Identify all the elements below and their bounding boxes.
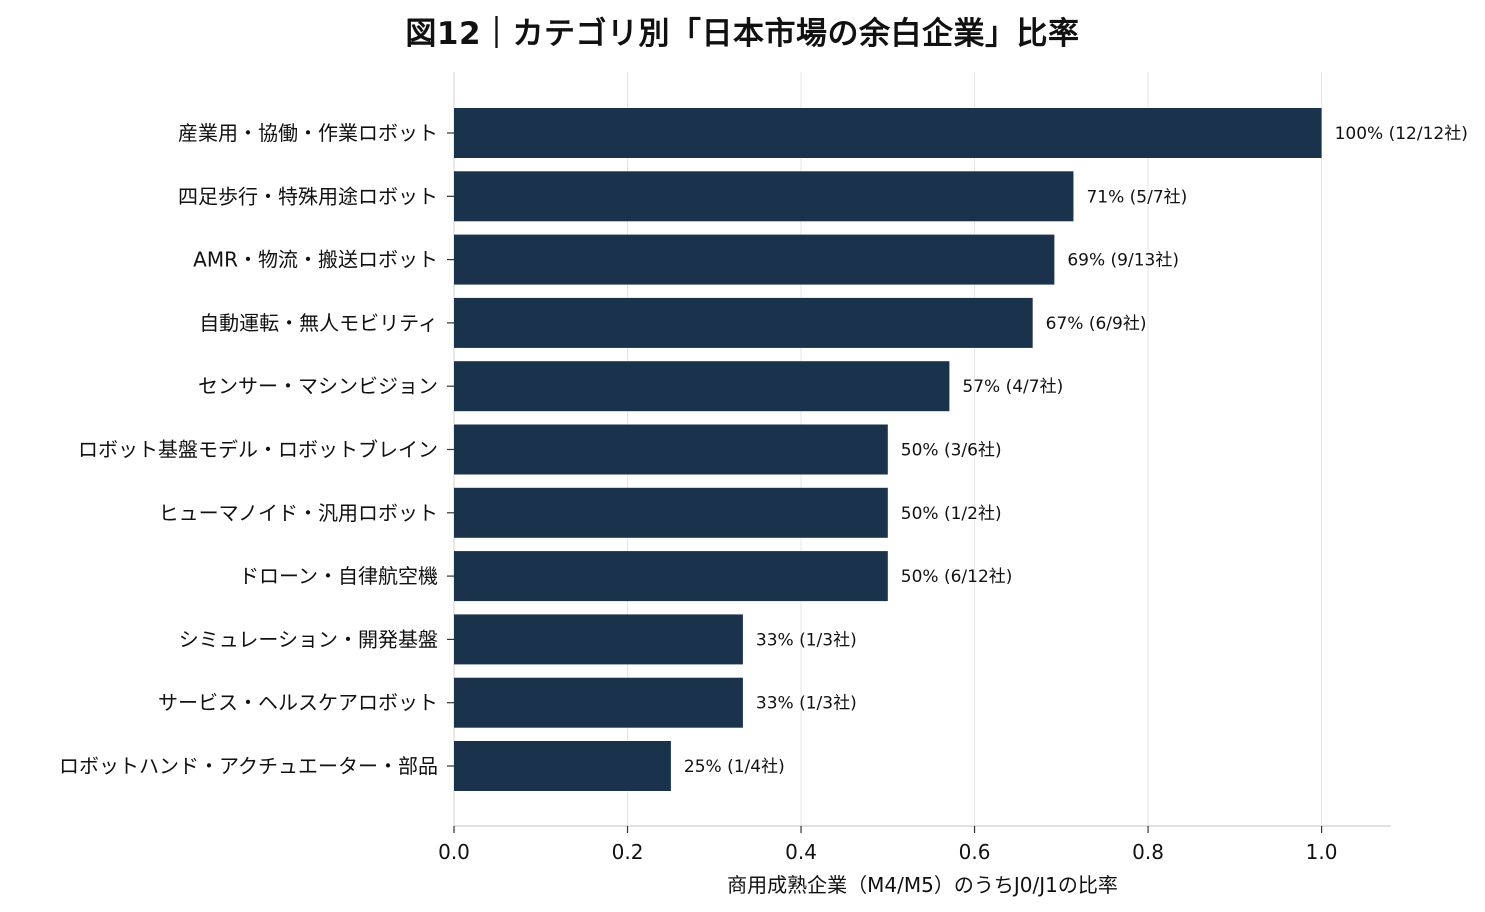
- x-tick-label: 0.0: [438, 840, 470, 864]
- data-label: 67% (6/9社): [1046, 314, 1147, 334]
- x-tick-label: 0.6: [959, 840, 991, 864]
- data-label: 71% (5/7社): [1086, 187, 1187, 207]
- category-label: サービス・ヘルスケアロボット: [158, 691, 438, 715]
- bar[interactable]: [454, 171, 1074, 222]
- data-label: 33% (1/3社): [756, 630, 857, 650]
- bar[interactable]: [454, 614, 743, 665]
- x-tick-label: 0.8: [1132, 840, 1164, 864]
- category-label: センサー・マシンビジョン: [198, 374, 438, 398]
- data-label: 33% (1/3社): [756, 694, 857, 714]
- data-label: 50% (6/12社): [901, 567, 1013, 587]
- x-tick-label: 1.0: [1306, 840, 1338, 864]
- category-label: ドローン・自律航空機: [239, 564, 438, 588]
- bar[interactable]: [454, 361, 950, 412]
- category-label: 自動運転・無人モビリティ: [199, 311, 438, 335]
- data-label: 50% (1/2社): [901, 504, 1002, 524]
- x-tick-label: 0.4: [785, 840, 817, 864]
- bar[interactable]: [454, 424, 888, 475]
- data-label: 69% (9/13社): [1067, 251, 1179, 271]
- category-label: AMR・物流・搬送ロボット: [193, 248, 438, 272]
- data-label: 100% (12/12社): [1335, 124, 1468, 144]
- category-label: シミュレーション・開発基盤: [179, 627, 438, 651]
- category-label: ロボット基盤モデル・ロボットブレイン: [78, 438, 438, 462]
- data-label: 50% (3/6社): [901, 441, 1002, 461]
- x-axis-title: 商用成熟企業（M4/M5）のうちJ0/J1の比率: [727, 873, 1118, 897]
- chart-title: 図12｜カテゴリ別「日本市場の余白企業」比率: [405, 16, 1080, 52]
- bar[interactable]: [454, 297, 1033, 348]
- bar[interactable]: [454, 234, 1055, 285]
- bar[interactable]: [454, 551, 888, 602]
- data-label: 25% (1/4社): [684, 757, 785, 777]
- category-label: 産業用・協働・作業ロボット: [178, 121, 438, 145]
- x-tick-label: 0.2: [612, 840, 644, 864]
- bar[interactable]: [454, 487, 888, 538]
- category-label: 四足歩行・特殊用途ロボット: [178, 184, 438, 208]
- category-label: ロボットハンド・アクチュエーター・部品: [59, 754, 438, 778]
- data-label: 57% (4/7社): [962, 377, 1063, 397]
- bar[interactable]: [454, 677, 743, 728]
- category-label: ヒューマノイド・汎用ロボット: [159, 501, 438, 525]
- bar[interactable]: [454, 108, 1322, 158]
- bar[interactable]: [454, 741, 671, 791]
